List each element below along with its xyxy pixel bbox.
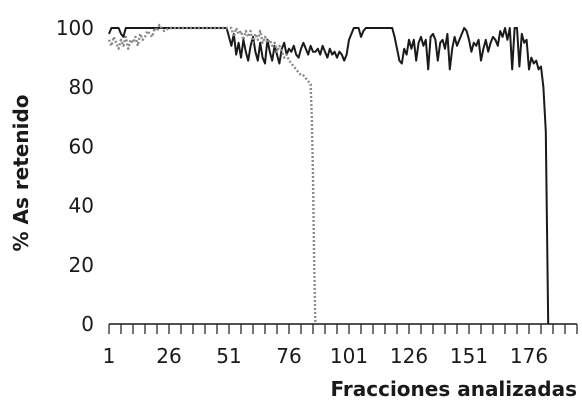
x-tick-label: 76 (276, 344, 301, 368)
series-line-1 (108, 27, 550, 325)
series-line-2 (107, 23, 317, 325)
y-tick-label: 100 (56, 16, 94, 40)
y-axis-tick-labels: 0 20 40 60 80 100 (56, 16, 94, 336)
y-tick-label: 40 (69, 194, 94, 218)
y-tick-label: 80 (69, 75, 94, 99)
x-tick-label: 1 (103, 344, 116, 368)
x-tick-label: 26 (156, 344, 181, 368)
x-tick-label: 126 (390, 344, 428, 368)
x-tick-label: 51 (216, 344, 241, 368)
x-tick-label: 151 (450, 344, 488, 368)
y-tick-label: 20 (69, 253, 94, 277)
x-axis-tick-labels: 1 26 51 76 101 126 151 176 (103, 344, 548, 368)
y-axis-title: % As retenido (9, 94, 33, 251)
x-tick-label: 101 (330, 344, 368, 368)
y-tick-label: 60 (69, 134, 94, 158)
y-tick-label: 0 (81, 312, 94, 336)
x-axis-ticks (108, 324, 578, 334)
plot-lines (107, 23, 550, 325)
x-axis-title: Fracciones analizadas (330, 377, 577, 401)
x-tick-label: 176 (510, 344, 548, 368)
